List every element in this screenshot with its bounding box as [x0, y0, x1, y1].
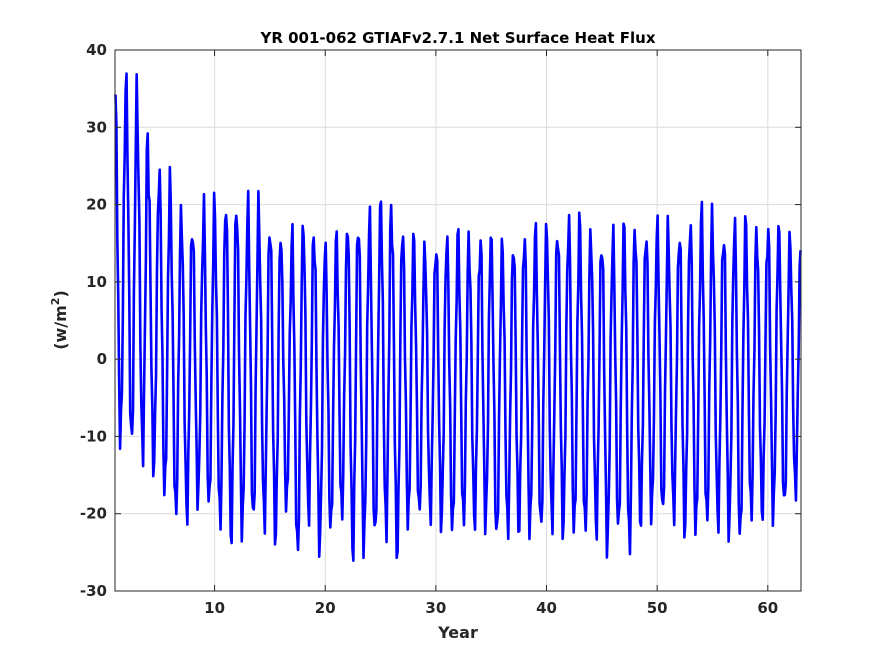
y-tick-label: -30	[80, 582, 107, 600]
x-tick-label: 30	[425, 599, 446, 617]
x-tick-label: 20	[315, 599, 336, 617]
y-axis-label: (w/m2)	[49, 290, 70, 350]
series-layer	[114, 72, 802, 563]
y-axis-label-main: (w/m	[51, 305, 70, 350]
series-line-net-heat-flux	[114, 72, 802, 563]
x-tick-label: 50	[647, 599, 668, 617]
y-tick-label: 0	[97, 350, 107, 368]
y-axis-label-sup: 2	[49, 298, 62, 306]
x-tick-labels: 10 20 30 40 50 60	[204, 599, 778, 617]
y-tick-label: 40	[86, 41, 107, 59]
y-tick-label: -20	[80, 505, 107, 523]
y-tick-label: -10	[80, 427, 107, 445]
y-tick-label: 10	[86, 273, 107, 291]
tick-marks	[115, 49, 801, 592]
y-tick-label: 20	[86, 196, 107, 214]
x-tick-label: 10	[204, 599, 225, 617]
plot-box	[114, 49, 802, 592]
x-axis-label: Year	[437, 623, 478, 642]
y-tick-label: 30	[86, 118, 107, 136]
y-axis-label-close: )	[51, 290, 70, 297]
chart-title: YR 001-062 GTIAFv2.7.1 Net Surface Heat …	[259, 29, 655, 47]
y-tick-labels: -30 -20 -10 0 10 20 30 40	[80, 41, 107, 600]
x-tick-label: 60	[757, 599, 778, 617]
x-tick-label: 40	[536, 599, 557, 617]
